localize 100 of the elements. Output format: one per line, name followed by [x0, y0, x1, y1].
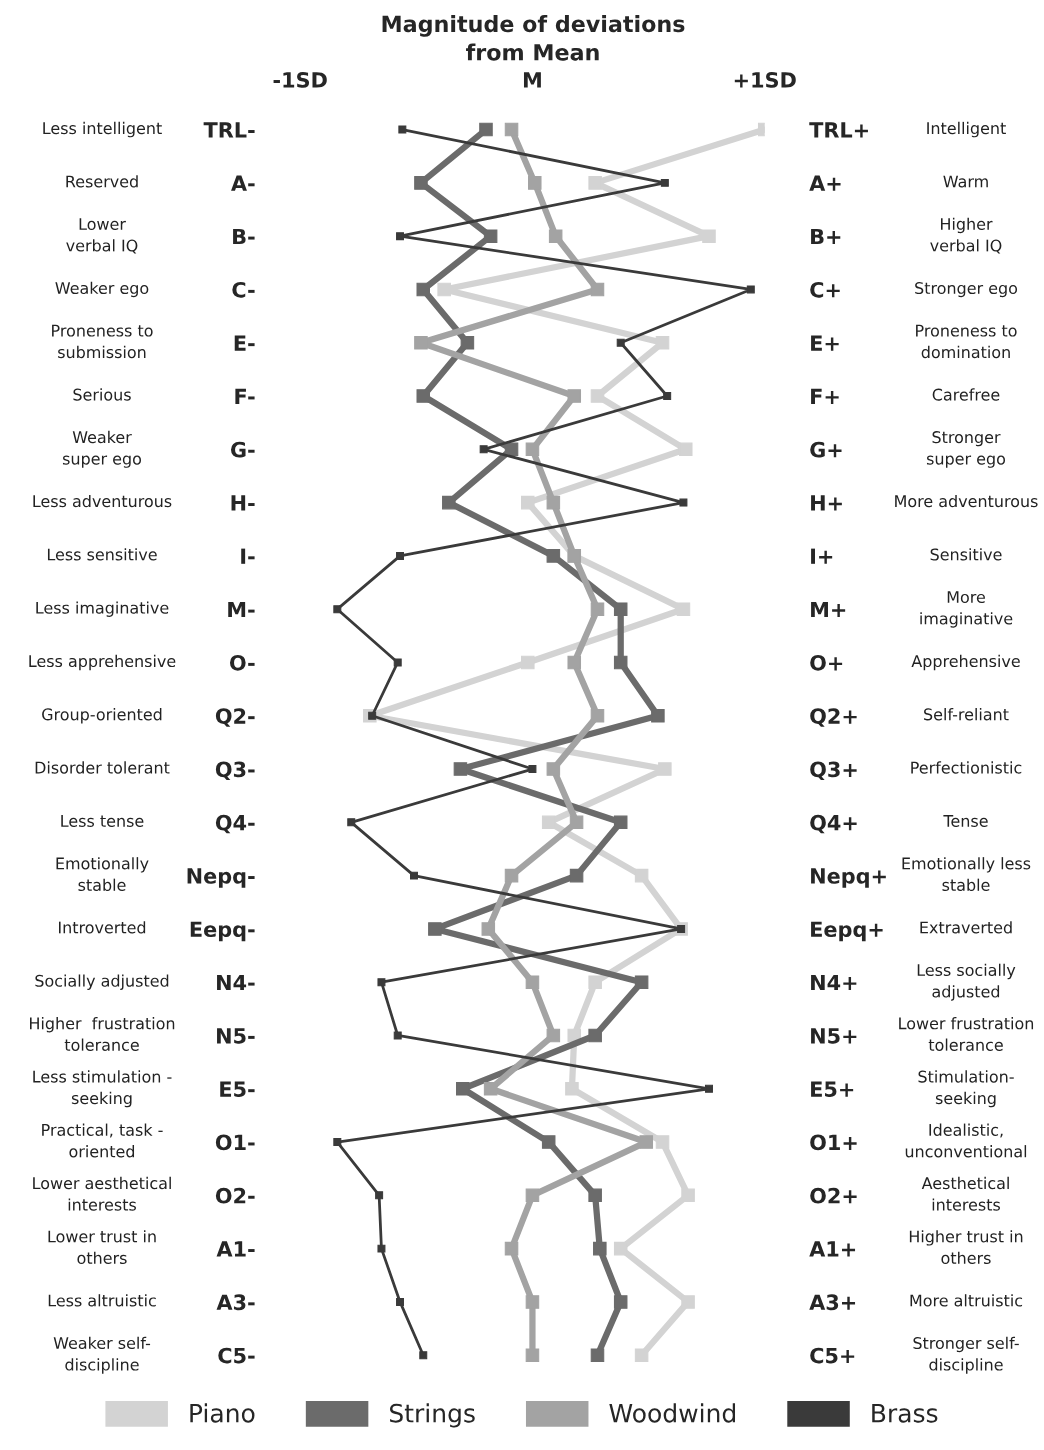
text: Aesthetical interests — [921, 1176, 1009, 1211]
y-tick-label: G- — [231, 441, 255, 458]
y-tick-label: Q3- — [215, 761, 255, 780]
point — [567, 389, 582, 403]
y2-tick-label: C5+ — [810, 1347, 855, 1364]
text: Lower trust in others — [48, 1230, 156, 1265]
text: Higher verbal IQ — [930, 217, 1002, 254]
text: Reserved — [66, 175, 138, 188]
text: Introverted — [58, 921, 146, 934]
y2-tick-label: E+ — [811, 335, 839, 351]
text: Higher frustration tolerance — [30, 1016, 175, 1051]
legend-label: Piano — [190, 1403, 255, 1423]
point — [613, 1241, 628, 1256]
x-tick-label: +1SD — [734, 72, 796, 88]
text: Less apprehensive — [29, 654, 176, 671]
text: Stimulation- seeking — [918, 1070, 1014, 1108]
point — [590, 602, 605, 616]
text: More imaginative — [920, 591, 1013, 628]
text: Idealistic, unconventional — [905, 1123, 1027, 1158]
point — [634, 975, 649, 989]
point — [663, 392, 672, 401]
y-tick-label: M- — [228, 601, 255, 618]
text: Proneness to submission — [52, 324, 153, 359]
y-tick-label: Nepq- — [187, 868, 255, 888]
y2-tick-label: I+ — [811, 548, 833, 564]
point — [442, 495, 456, 510]
point — [525, 1188, 540, 1203]
point — [548, 229, 563, 243]
point — [541, 815, 556, 830]
point — [655, 335, 670, 350]
point — [504, 122, 519, 137]
y-tick-label: I- — [241, 548, 255, 564]
point — [634, 868, 649, 883]
point — [588, 1188, 602, 1203]
point — [521, 655, 535, 670]
y2-tick-label: Eepq+ — [811, 921, 883, 942]
legend-label: Strings — [389, 1403, 475, 1428]
y-tick-label: O- — [230, 654, 255, 671]
y-tick-label: O2- — [215, 1187, 255, 1204]
text: Group-oriented — [42, 708, 162, 724]
point — [613, 1295, 628, 1309]
text: Less adventurous — [33, 494, 172, 508]
text: Emotionally stable — [56, 857, 149, 892]
text: Disorder tolerant — [35, 761, 170, 774]
point — [569, 815, 584, 830]
text: Stronger ego — [915, 282, 1018, 298]
point — [479, 445, 488, 454]
text: Perfectionistic — [911, 761, 1022, 774]
text: Lower frustration tolerance — [899, 1016, 1034, 1051]
text: Apprehensive — [911, 654, 1020, 671]
point — [396, 232, 405, 241]
text: Tense — [943, 815, 988, 827]
point — [590, 389, 605, 403]
point — [455, 1082, 470, 1096]
y2-tick-label: H+ — [811, 495, 842, 511]
point — [613, 655, 628, 670]
y2-tick-label: C+ — [810, 281, 840, 298]
text: Extraverted — [920, 921, 1012, 934]
point — [590, 282, 605, 297]
point — [437, 282, 451, 297]
point — [483, 229, 498, 243]
y2-tick-label: F+ — [811, 388, 839, 404]
point — [377, 978, 386, 987]
x-tick-label: M — [523, 72, 541, 88]
text: Proneness to domination — [916, 324, 1017, 359]
y2-tick-label: O1+ — [810, 1134, 857, 1151]
point — [453, 762, 468, 776]
legend-label: Woodwind — [609, 1403, 736, 1423]
point — [613, 815, 628, 830]
point — [409, 871, 418, 880]
text: Less sensitive — [47, 548, 157, 561]
point — [546, 1028, 561, 1043]
text: Intelligent — [927, 121, 1006, 138]
y-tick-label: A1- — [216, 1241, 255, 1257]
point — [565, 1082, 579, 1096]
y-tick-label: E- — [234, 335, 255, 351]
point — [639, 1135, 654, 1149]
point — [504, 1241, 519, 1256]
y2-tick-label: N4+ — [811, 974, 857, 991]
point — [546, 762, 561, 776]
point — [681, 1188, 695, 1203]
y2-tick-label: Q3+ — [810, 761, 857, 780]
point — [702, 229, 716, 243]
text: Self-reliant — [924, 708, 1009, 721]
point — [660, 178, 669, 187]
point — [546, 495, 561, 510]
y-tick-label: C5- — [218, 1347, 255, 1364]
text: Stronger self- discipline — [913, 1336, 1019, 1374]
point — [333, 605, 342, 614]
y-tick-label: H- — [231, 495, 255, 511]
chart-title: Magnitude of deviations from Mean — [382, 15, 685, 61]
text: Emotionally less stable — [902, 857, 1031, 892]
y2-tick-label: G+ — [810, 441, 842, 458]
point — [679, 498, 688, 507]
point — [681, 1295, 695, 1309]
text: Less intelligent — [43, 121, 162, 138]
point — [525, 1295, 540, 1309]
text: More altruistic — [910, 1294, 1023, 1307]
text: Stronger super ego — [926, 431, 1006, 468]
point — [398, 125, 407, 134]
